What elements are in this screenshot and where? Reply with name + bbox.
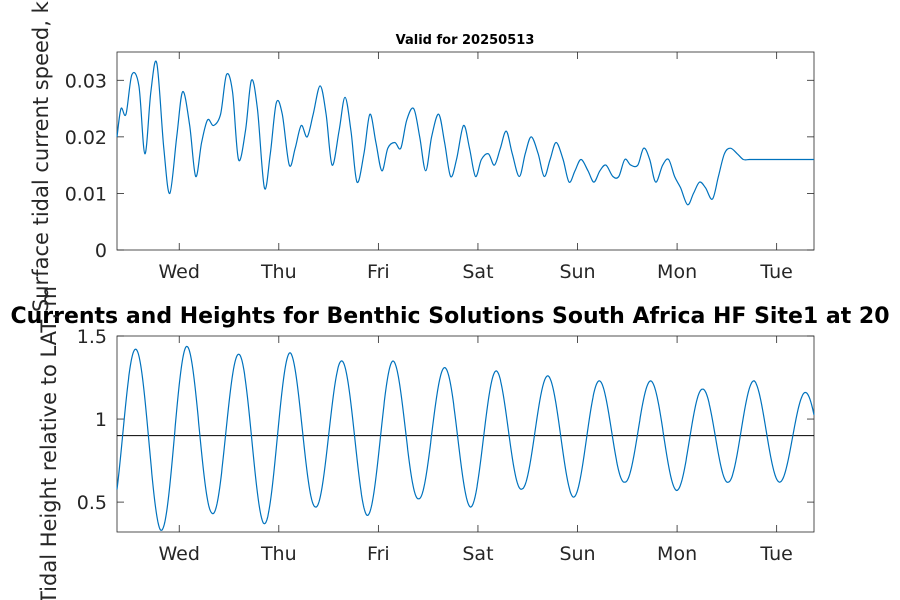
tidal-height-y-tick-label: 1 xyxy=(95,409,107,431)
tidal-height-x-tick-label: Mon xyxy=(657,543,697,565)
tidal-height-x-tick-label: Fri xyxy=(367,543,390,565)
current-speed-x-tick-label: Thu xyxy=(260,261,297,283)
current-speed-y-tick-label: 0.03 xyxy=(65,70,107,92)
current-speed-x-tick-label: Sat xyxy=(462,261,493,283)
tidal-height-plot-frame xyxy=(116,335,815,533)
tidal-height-y-tick-label: 1.5 xyxy=(77,326,107,348)
current-speed-ticks: Wed Thu Fri Sat Sun Mon Tue 0 0.01 0.02 0.03 xyxy=(65,52,814,283)
current-speed-x-tick-label: Sun xyxy=(559,261,595,283)
tidal-height-y-axis-label: Tidal Height relative to LAT, m xyxy=(37,286,61,600)
current-speed-x-tick-label: Mon xyxy=(657,261,697,283)
tidal-height-x-tick-label: Tue xyxy=(759,543,792,565)
current-speed-x-tick-label: Fri xyxy=(367,261,390,283)
tidal-height-x-tick-label: Thu xyxy=(260,543,297,565)
current-speed-x-tick-label: Wed xyxy=(159,261,200,283)
tidal-height-x-tick-label: Wed xyxy=(159,543,200,565)
current-speed-x-tick-label: Tue xyxy=(759,261,792,283)
tidal-height-y-tick-label: 0.5 xyxy=(77,492,107,514)
tidal-height-axes: Wed Thu Fri Sat Sun Mon Tue 0.5 1 1.5 xyxy=(77,326,815,565)
tidal-height-ticks: Wed Thu Fri Sat Sun Mon Tue 0.5 1 1.5 xyxy=(77,326,814,565)
current-speed-axes: Wed Thu Fri Sat Sun Mon Tue 0 0.01 0.02 0.03 xyxy=(65,51,815,283)
tidal-height-x-tick-label: Sat xyxy=(462,543,493,565)
tidal-height-series-line xyxy=(116,345,815,531)
main-title: Currents and Heights for Benthic Solutio… xyxy=(10,304,889,329)
tidal-height-x-tick-label: Sun xyxy=(559,543,595,565)
current-speed-plot-frame xyxy=(116,51,815,251)
current-speed-y-axis-label: Surface tidal current speed, kn xyxy=(29,0,53,312)
current-speed-y-tick-label: 0.01 xyxy=(65,183,107,205)
current-speed-y-tick-label: 0 xyxy=(95,240,107,262)
valid-date-title: Valid for 20250513 xyxy=(396,33,535,48)
current-speed-series-line xyxy=(116,60,814,206)
current-speed-y-tick-label: 0.02 xyxy=(65,127,107,149)
